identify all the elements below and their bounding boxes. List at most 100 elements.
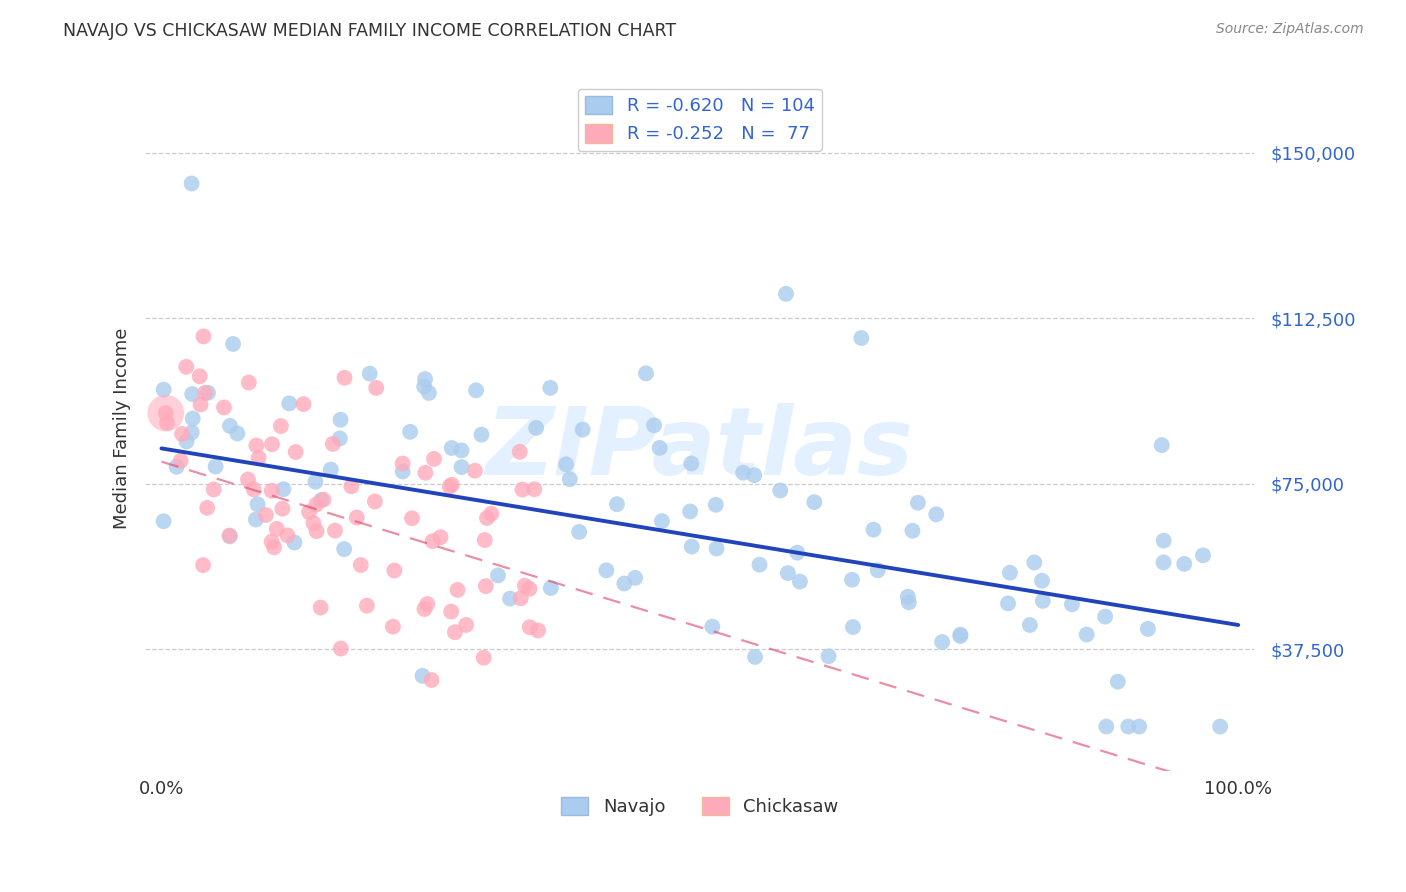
Point (266, 522, 288, 536)
Point (1153, 533, 1175, 548)
Point (359, 367, 381, 381)
Point (851, 331, 873, 345)
Point (222, 337, 245, 351)
Point (364, 494, 387, 508)
Point (413, 602, 436, 616)
Point (218, 528, 240, 542)
Point (440, 605, 463, 619)
Point (298, 505, 321, 519)
Point (1060, 597, 1083, 611)
Point (415, 466, 437, 480)
Point (681, 457, 703, 471)
Point (323, 524, 346, 538)
Point (446, 582, 468, 597)
Point (1153, 556, 1175, 570)
Point (479, 507, 502, 521)
Point (748, 558, 770, 572)
Point (733, 466, 755, 480)
Point (423, 451, 446, 466)
Point (218, 529, 240, 543)
Point (931, 635, 953, 649)
Point (195, 500, 218, 515)
Point (391, 457, 413, 471)
Point (180, 177, 202, 191)
Point (509, 591, 531, 606)
Point (191, 558, 214, 573)
Point (862, 523, 884, 537)
Point (817, 649, 839, 664)
Point (1024, 556, 1046, 570)
Point (242, 483, 264, 497)
Point (1107, 674, 1129, 689)
Point (613, 576, 636, 591)
Point (450, 443, 472, 458)
Point (260, 437, 283, 451)
Point (475, 579, 498, 593)
Point (245, 438, 267, 452)
Point (254, 508, 277, 522)
Point (260, 483, 283, 498)
Point (366, 381, 388, 395)
Point (170, 454, 193, 468)
Point (333, 542, 356, 557)
Point (769, 483, 792, 498)
Point (540, 581, 562, 595)
Point (538, 381, 561, 395)
Point (465, 384, 488, 398)
Point (744, 650, 766, 665)
Y-axis label: Median Family Income: Median Family Income (114, 328, 131, 529)
Point (897, 590, 920, 604)
Point (204, 459, 226, 474)
Point (949, 627, 972, 641)
Point (842, 620, 865, 634)
Point (624, 571, 647, 585)
Point (925, 508, 948, 522)
Point (571, 423, 593, 437)
Point (416, 597, 439, 611)
Point (634, 367, 657, 381)
Point (1136, 622, 1159, 636)
Point (271, 501, 294, 516)
Text: Source: ZipAtlas.com: Source: ZipAtlas.com (1216, 22, 1364, 37)
Point (277, 528, 299, 542)
Point (439, 479, 461, 493)
Point (997, 596, 1019, 610)
Point (901, 524, 924, 538)
Point (1209, 720, 1232, 734)
Point (312, 492, 335, 507)
Point (454, 618, 477, 632)
Point (509, 445, 531, 459)
Point (643, 418, 665, 433)
Point (1173, 557, 1195, 571)
Point (245, 512, 267, 526)
Point (236, 473, 259, 487)
Point (413, 379, 436, 393)
Point (679, 504, 702, 518)
Point (238, 376, 260, 390)
Point (704, 498, 727, 512)
Point (512, 483, 534, 497)
Point (568, 524, 591, 539)
Point (440, 477, 463, 491)
Point (219, 418, 242, 433)
Point (181, 411, 204, 425)
Point (486, 568, 509, 582)
Point (302, 516, 325, 530)
Point (1150, 438, 1173, 452)
Point (475, 511, 498, 525)
Point (283, 535, 305, 549)
Point (841, 573, 863, 587)
Point (474, 533, 496, 547)
Point (1094, 609, 1116, 624)
Point (555, 458, 578, 472)
Point (246, 497, 269, 511)
Point (152, 383, 174, 397)
Point (202, 483, 225, 497)
Point (166, 459, 188, 474)
Point (1076, 627, 1098, 641)
Point (322, 437, 344, 451)
Point (789, 574, 811, 589)
Point (247, 450, 270, 465)
Point (194, 385, 217, 400)
Point (651, 514, 673, 528)
